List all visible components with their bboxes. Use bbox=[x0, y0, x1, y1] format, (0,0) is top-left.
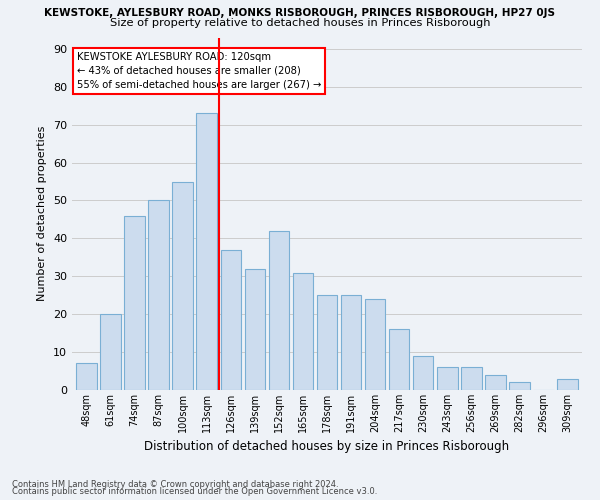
X-axis label: Distribution of detached houses by size in Princes Risborough: Distribution of detached houses by size … bbox=[145, 440, 509, 454]
Text: KEWSTOKE AYLESBURY ROAD: 120sqm
← 43% of detached houses are smaller (208)
55% o: KEWSTOKE AYLESBURY ROAD: 120sqm ← 43% of… bbox=[77, 52, 322, 90]
Bar bbox=[341, 295, 361, 390]
Text: Size of property relative to detached houses in Princes Risborough: Size of property relative to detached ho… bbox=[110, 18, 490, 28]
Bar bbox=[485, 375, 506, 390]
Bar bbox=[221, 250, 241, 390]
Bar bbox=[100, 314, 121, 390]
Bar bbox=[557, 378, 578, 390]
Bar bbox=[148, 200, 169, 390]
Bar bbox=[365, 299, 385, 390]
Text: Contains public sector information licensed under the Open Government Licence v3: Contains public sector information licen… bbox=[12, 487, 377, 496]
Bar bbox=[76, 364, 97, 390]
Bar bbox=[413, 356, 433, 390]
Bar bbox=[509, 382, 530, 390]
Bar bbox=[293, 272, 313, 390]
Bar bbox=[437, 368, 458, 390]
Bar bbox=[196, 114, 217, 390]
Bar bbox=[124, 216, 145, 390]
Bar bbox=[389, 330, 409, 390]
Bar bbox=[269, 231, 289, 390]
Text: Contains HM Land Registry data © Crown copyright and database right 2024.: Contains HM Land Registry data © Crown c… bbox=[12, 480, 338, 489]
Y-axis label: Number of detached properties: Number of detached properties bbox=[37, 126, 47, 302]
Bar bbox=[172, 182, 193, 390]
Text: KEWSTOKE, AYLESBURY ROAD, MONKS RISBOROUGH, PRINCES RISBOROUGH, HP27 0JS: KEWSTOKE, AYLESBURY ROAD, MONKS RISBOROU… bbox=[44, 8, 556, 18]
Bar bbox=[461, 368, 482, 390]
Bar bbox=[245, 268, 265, 390]
Bar bbox=[317, 295, 337, 390]
